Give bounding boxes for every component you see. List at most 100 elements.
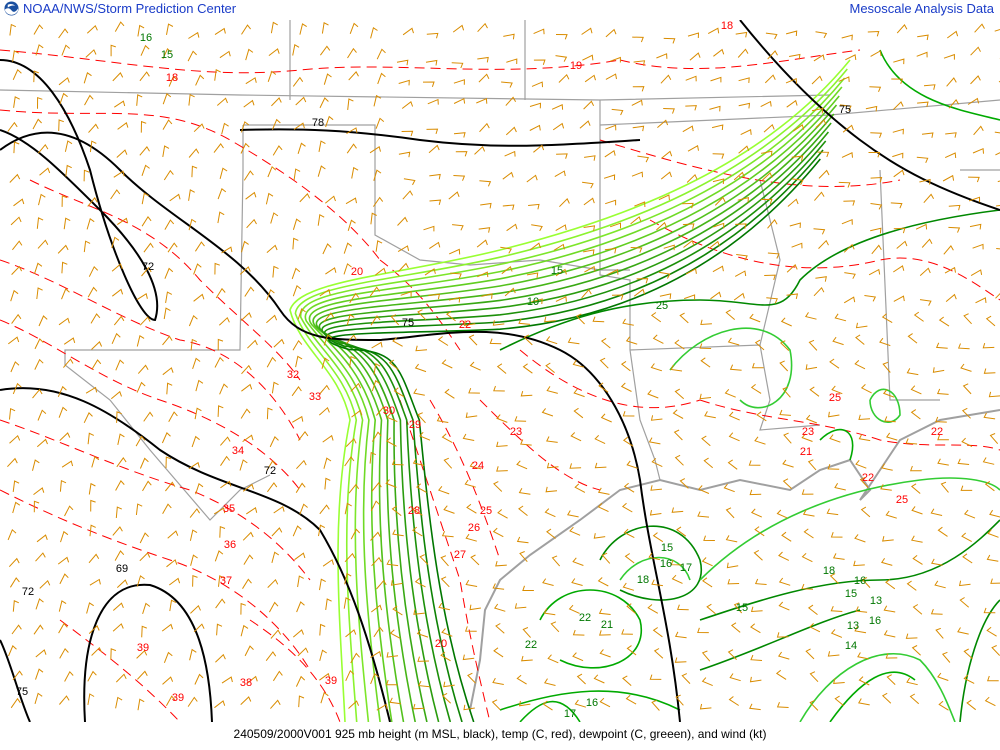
wind-barb: [913, 311, 924, 322]
wind-barb: [85, 386, 98, 394]
wind-barb: [477, 271, 489, 278]
wind-barb: [987, 675, 999, 682]
wind-barb: [576, 673, 586, 685]
dewpoint-label: 15: [845, 588, 857, 600]
dewpoint-label: 15: [736, 602, 748, 614]
temperature-contour: [0, 259, 301, 441]
wind-barb: [114, 550, 125, 561]
wind-barb: [738, 102, 751, 109]
wind-barb: [266, 356, 277, 368]
wind-barb: [648, 552, 661, 561]
wind-barb: [814, 191, 825, 201]
wind-barb: [919, 178, 931, 185]
wind-barb: [193, 123, 205, 133]
wind-barb: [166, 382, 173, 395]
wind-barb: [319, 288, 331, 297]
wind-barb: [88, 625, 100, 634]
temperature-contour: [599, 139, 901, 187]
wind-barb: [827, 411, 840, 418]
wind-barb: [267, 165, 277, 178]
wind-barb: [829, 434, 841, 443]
wind-barb: [61, 460, 74, 468]
wind-barb: [749, 313, 761, 323]
wind-barb: [323, 73, 332, 85]
wind-barb: [91, 359, 102, 370]
wind-barb: [8, 557, 20, 568]
wind-barb: [165, 291, 173, 303]
wind-barb: [598, 382, 609, 393]
wind-barb: [728, 696, 739, 706]
wind-barb: [516, 536, 529, 544]
wind-barb: [195, 74, 205, 86]
wind-barb: [710, 76, 722, 83]
wind-barb: [632, 36, 644, 43]
wind-barb: [266, 314, 278, 324]
wind-barb: [990, 578, 1000, 584]
wind-barb: [555, 224, 567, 232]
wind-barb: [423, 225, 435, 232]
wind-barb: [391, 505, 402, 516]
wind-barb: [750, 508, 763, 518]
wind-barb: [194, 241, 205, 252]
wind-barb: [292, 76, 304, 87]
wind-barb: [574, 699, 587, 708]
wind-barb: [683, 239, 695, 248]
wind-barb: [345, 437, 357, 447]
wind-barb: [324, 477, 331, 490]
wind-barb: [465, 412, 478, 418]
wind-barb: [520, 390, 533, 397]
wind-barb: [59, 647, 69, 659]
wind-barb: [725, 309, 736, 320]
wind-barb: [858, 414, 871, 421]
wind-barb: [321, 357, 330, 369]
wind-barb: [269, 436, 279, 448]
wind-barb: [789, 53, 801, 60]
wind-barb: [622, 582, 635, 591]
wind-barb: [533, 28, 545, 35]
wind-barb: [292, 339, 303, 351]
wind-barb: [273, 338, 285, 348]
wind-barb: [386, 437, 397, 447]
wind-barb: [555, 55, 568, 62]
wind-barb: [12, 600, 20, 612]
dewpoint-label: 22: [525, 639, 537, 651]
wind-barb: [521, 655, 533, 662]
wind-barb: [89, 578, 101, 586]
wind-barb: [605, 199, 617, 206]
wind-barb: [448, 296, 461, 303]
wind-barb: [502, 171, 514, 180]
wind-barb: [598, 608, 611, 615]
wind-barb: [59, 573, 69, 585]
wind-barb: [855, 334, 865, 345]
wind-barb: [707, 27, 720, 35]
dewpoint-contour: [289, 59, 851, 722]
wind-barb: [756, 411, 767, 422]
wind-barb: [412, 526, 423, 537]
wind-barb: [983, 412, 996, 420]
wind-barb: [803, 528, 814, 539]
dewpoint-label: 13: [847, 620, 859, 632]
wind-barb: [292, 44, 300, 56]
wind-barb: [190, 554, 198, 566]
wind-barb: [385, 679, 398, 686]
wind-barb: [673, 429, 683, 441]
wind-barb: [402, 190, 414, 200]
wind-barb: [58, 406, 68, 418]
wind-barb: [110, 189, 121, 200]
wind-barb: [397, 245, 410, 253]
wind-barb: [349, 22, 359, 34]
wind-barb: [265, 651, 277, 662]
temperature-label: 29: [409, 419, 421, 431]
wind-barb: [86, 217, 95, 230]
wind-barb: [805, 364, 818, 370]
wind-barb: [881, 313, 893, 324]
wind-barb: [633, 288, 646, 297]
product-title: Mesoscale Analysis Data: [849, 1, 994, 16]
wind-barb: [910, 409, 921, 420]
wind-barb: [474, 145, 486, 155]
temperature-label: 37: [220, 575, 232, 587]
temperature-contour: [59, 619, 181, 722]
wind-barb: [292, 237, 299, 250]
dewpoint-contour: [619, 556, 691, 581]
wind-barb: [884, 416, 896, 423]
